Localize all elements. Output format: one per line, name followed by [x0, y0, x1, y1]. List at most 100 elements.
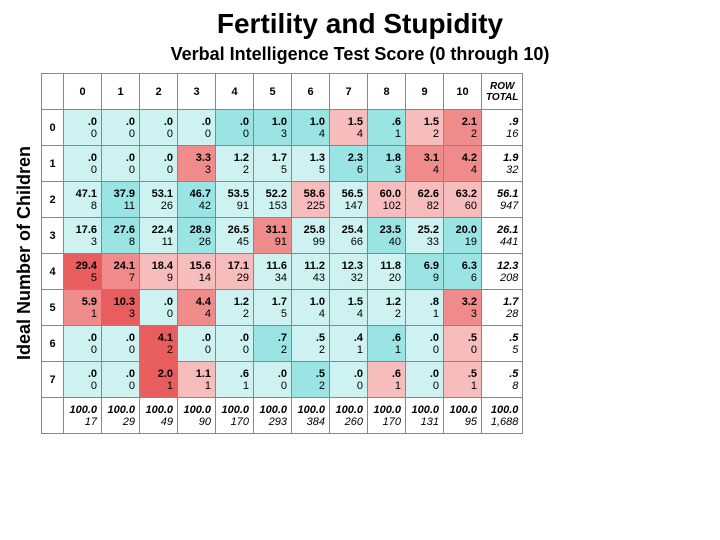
heatmap-cell: .52	[292, 326, 330, 362]
heatmap-cell: 12.332	[330, 254, 368, 290]
heatmap-cell: .00	[178, 326, 216, 362]
heatmap-cell: 63.260	[444, 182, 482, 218]
heatmap-cell: 1.22	[368, 290, 406, 326]
col-header: 3	[178, 74, 216, 110]
row-total-header: ROWTOTAL	[482, 74, 523, 110]
heatmap-cell: 60.0102	[368, 182, 406, 218]
heatmap-cell: .00	[140, 290, 178, 326]
heatmap-cell: 17.63	[64, 218, 102, 254]
heatmap-cell: 4.24	[444, 146, 482, 182]
heatmap-cell: 4.12	[140, 326, 178, 362]
col-header: 8	[368, 74, 406, 110]
y-axis-label: Ideal Number of Children	[8, 146, 41, 360]
heatmap-cell: .61	[368, 362, 406, 398]
grand-total-cell: 100.01,688	[482, 398, 523, 434]
heatmap-cell: 2.12	[444, 110, 482, 146]
heatmap-cell: .00	[64, 110, 102, 146]
corner-cell	[42, 74, 64, 110]
col-header: 9	[406, 74, 444, 110]
chart-title: Fertility and Stupidity	[8, 8, 712, 40]
heatmap-cell: 1.35	[292, 146, 330, 182]
col-header: 2	[140, 74, 178, 110]
row-total-cell: 26.1441	[482, 218, 523, 254]
heatmap-cell: 29.45	[64, 254, 102, 290]
heatmap-cell: .00	[64, 326, 102, 362]
heatmap-cell: .00	[64, 146, 102, 182]
col-header: 4	[216, 74, 254, 110]
heatmap-cell: 11.243	[292, 254, 330, 290]
heatmap-cell: 1.03	[254, 110, 292, 146]
heatmap-cell: 1.75	[254, 146, 292, 182]
heatmap-cell: 1.75	[254, 290, 292, 326]
x-axis-label: Verbal Intelligence Test Score (0 throug…	[8, 44, 712, 65]
heatmap-cell: 2.01	[140, 362, 178, 398]
heatmap-cell: .00	[406, 362, 444, 398]
heatmap-cell: 37.911	[102, 182, 140, 218]
heatmap-cell: 6.36	[444, 254, 482, 290]
heatmap-cell: .00	[216, 326, 254, 362]
col-total-cell: 100.0170	[216, 398, 254, 434]
heatmap-cell: .61	[368, 326, 406, 362]
heatmap-cell: .41	[330, 326, 368, 362]
row-header: 0	[42, 110, 64, 146]
row-header: 4	[42, 254, 64, 290]
heatmap-cell: 62.682	[406, 182, 444, 218]
row-header: 2	[42, 182, 64, 218]
heatmap-cell: 31.191	[254, 218, 292, 254]
heatmap-cell: 23.540	[368, 218, 406, 254]
col-header: 6	[292, 74, 330, 110]
col-total-header	[42, 398, 64, 434]
heatmap-cell: .81	[406, 290, 444, 326]
row-total-cell: 1.728	[482, 290, 523, 326]
row-header: 5	[42, 290, 64, 326]
heatmap-cell: .00	[140, 146, 178, 182]
heatmap-cell: 3.33	[178, 146, 216, 182]
col-header: 0	[64, 74, 102, 110]
heatmap-cell: .61	[368, 110, 406, 146]
heatmap-cell: 58.6225	[292, 182, 330, 218]
row-header: 1	[42, 146, 64, 182]
heatmap-cell: .00	[102, 110, 140, 146]
heatmap-cell: 6.99	[406, 254, 444, 290]
heatmap-cell: 10.33	[102, 290, 140, 326]
col-total-cell: 100.0260	[330, 398, 368, 434]
heatmap-cell: .72	[254, 326, 292, 362]
heatmap-cell: 1.11	[178, 362, 216, 398]
heatmap-cell: 24.17	[102, 254, 140, 290]
col-total-cell: 100.0170	[368, 398, 406, 434]
heatmap-cell: .52	[292, 362, 330, 398]
heatmap-cell: 1.04	[292, 110, 330, 146]
heatmap-cell: 47.18	[64, 182, 102, 218]
row-header: 7	[42, 362, 64, 398]
heatmap-cell: 25.466	[330, 218, 368, 254]
col-header: 1	[102, 74, 140, 110]
col-header: 5	[254, 74, 292, 110]
heatmap-cell: .00	[102, 362, 140, 398]
heatmap-cell: .00	[216, 110, 254, 146]
row-header: 3	[42, 218, 64, 254]
heatmap-cell: 25.233	[406, 218, 444, 254]
heatmap-cell: 1.83	[368, 146, 406, 182]
heatmap-cell: 25.899	[292, 218, 330, 254]
heatmap-cell: 1.54	[330, 110, 368, 146]
heatmap-cell: 3.14	[406, 146, 444, 182]
heatmap-cell: .51	[444, 362, 482, 398]
row-header: 6	[42, 326, 64, 362]
heatmap-cell: 15.614	[178, 254, 216, 290]
col-header: 10	[444, 74, 482, 110]
heatmap-cell: 1.04	[292, 290, 330, 326]
col-total-cell: 100.049	[140, 398, 178, 434]
heatmap-cell: 1.54	[330, 290, 368, 326]
heatmap-cell: .00	[178, 110, 216, 146]
heatmap-cell: 11.820	[368, 254, 406, 290]
heatmap-cell: 53.591	[216, 182, 254, 218]
heatmap-cell: 22.411	[140, 218, 178, 254]
heatmap-cell: 2.36	[330, 146, 368, 182]
heatmap-cell: .00	[406, 326, 444, 362]
heatmap-cell: 1.52	[406, 110, 444, 146]
row-total-cell: .916	[482, 110, 523, 146]
heatmap-cell: 1.22	[216, 146, 254, 182]
heatmap-cell: .00	[102, 146, 140, 182]
heatmap-cell: 56.5147	[330, 182, 368, 218]
heatmap-cell: 18.49	[140, 254, 178, 290]
